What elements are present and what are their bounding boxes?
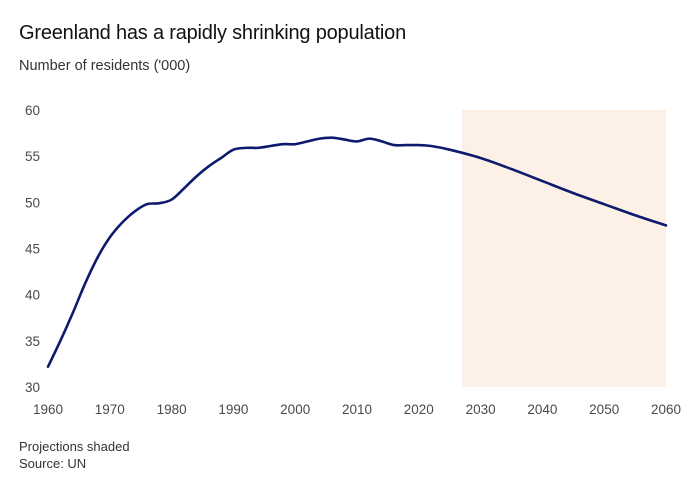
chart-subtitle: Number of residents ('000)	[19, 58, 191, 74]
x-tick-label: 1960	[33, 402, 63, 417]
y-tick-label: 55	[25, 149, 40, 164]
y-tick-label: 50	[25, 195, 40, 210]
projection-shade	[462, 110, 666, 387]
x-tick-label: 2050	[589, 402, 619, 417]
y-axis-ticks: 30 35 40 45 50 55 60	[25, 103, 40, 395]
x-axis-ticks: 1960 1970 1980 1990 2000 2010 2020 2030 2040 2050…	[33, 402, 681, 417]
x-tick-label: 2020	[404, 402, 434, 417]
x-tick-label: 1970	[95, 402, 125, 417]
x-tick-label: 2000	[280, 402, 310, 417]
y-tick-label: 30	[25, 380, 40, 395]
x-tick-label: 2010	[342, 402, 372, 417]
x-tick-label: 1980	[157, 402, 187, 417]
population-line	[46, 136, 668, 368]
source-note: Source: UN	[19, 456, 87, 471]
x-tick-label: 2060	[651, 402, 681, 417]
y-tick-label: 40	[25, 288, 40, 303]
x-tick-label: 2030	[466, 402, 496, 417]
x-tick-label: 2040	[527, 402, 557, 417]
projection-note: Projections shaded	[19, 439, 130, 454]
y-tick-label: 60	[25, 103, 40, 118]
x-tick-label: 1990	[218, 402, 248, 417]
chart-title: Greenland has a rapidly shrinking popula…	[19, 22, 407, 44]
y-tick-label: 35	[25, 334, 40, 349]
y-tick-label: 45	[25, 242, 40, 257]
chart-footer: Projections shaded Source: UN	[19, 438, 130, 472]
